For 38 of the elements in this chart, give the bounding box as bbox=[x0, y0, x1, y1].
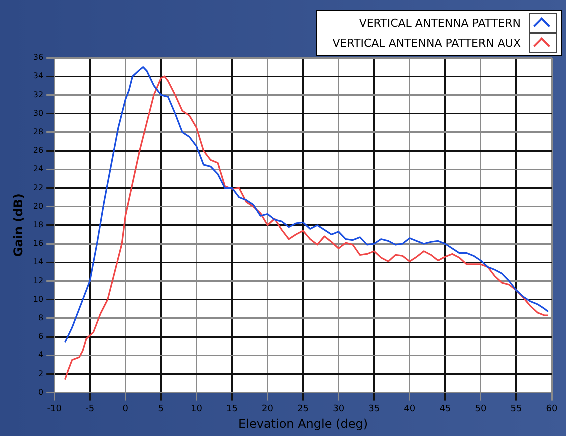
y-tick-label: 36 bbox=[33, 53, 44, 62]
y-tick-label: 2 bbox=[38, 369, 44, 378]
x-tick-label: 40 bbox=[404, 404, 416, 415]
y-tick-label: 6 bbox=[38, 332, 44, 342]
y-tick-label: 26 bbox=[33, 146, 44, 156]
x-tick-label: 50 bbox=[475, 404, 487, 415]
y-tick-label: 20 bbox=[33, 202, 44, 211]
x-tick-label: 10 bbox=[190, 404, 203, 415]
x-axis-title: Elevation Angle (deg) bbox=[238, 416, 368, 431]
x-tick-label: 55 bbox=[510, 404, 522, 415]
x-tick-label: 45 bbox=[440, 404, 452, 415]
legend-label: VERTICAL ANTENNA PATTERN AUX bbox=[332, 36, 521, 50]
y-tick-label: 18 bbox=[33, 220, 44, 230]
x-tick-label: 35 bbox=[368, 404, 380, 415]
y-tick-label: 12 bbox=[33, 276, 44, 286]
y-tick-label: 24 bbox=[33, 164, 44, 174]
y-tick-label: 14 bbox=[33, 258, 44, 267]
y-tick-label: 30 bbox=[33, 108, 44, 118]
y-tick-label: 16 bbox=[33, 239, 44, 248]
x-tick-label: 0 bbox=[122, 404, 129, 415]
x-tick-label: 30 bbox=[333, 404, 345, 415]
x-tick-label: 25 bbox=[298, 404, 310, 415]
y-tick-label: 22 bbox=[33, 183, 44, 192]
y-tick-label: 32 bbox=[33, 90, 44, 100]
x-tick-label: 15 bbox=[226, 404, 238, 415]
y-tick-label: 10 bbox=[33, 294, 44, 304]
y-tick-label: 0 bbox=[38, 388, 44, 397]
y-tick-label: 34 bbox=[33, 72, 44, 81]
x-tick-label: 20 bbox=[262, 404, 274, 415]
x-tick-label: -5 bbox=[86, 404, 95, 415]
x-tick-label: 5 bbox=[158, 404, 164, 415]
y-axis-title: Gain (dB) bbox=[11, 194, 26, 258]
y-tick-label: 28 bbox=[33, 127, 44, 136]
x-tick-label: -10 bbox=[47, 404, 62, 415]
legend-label: VERTICAL ANTENNA PATTERN bbox=[358, 16, 521, 30]
y-tick-label: 4 bbox=[38, 350, 44, 360]
y-tick-label: 8 bbox=[38, 313, 44, 322]
x-tick-label: 60 bbox=[546, 404, 558, 415]
